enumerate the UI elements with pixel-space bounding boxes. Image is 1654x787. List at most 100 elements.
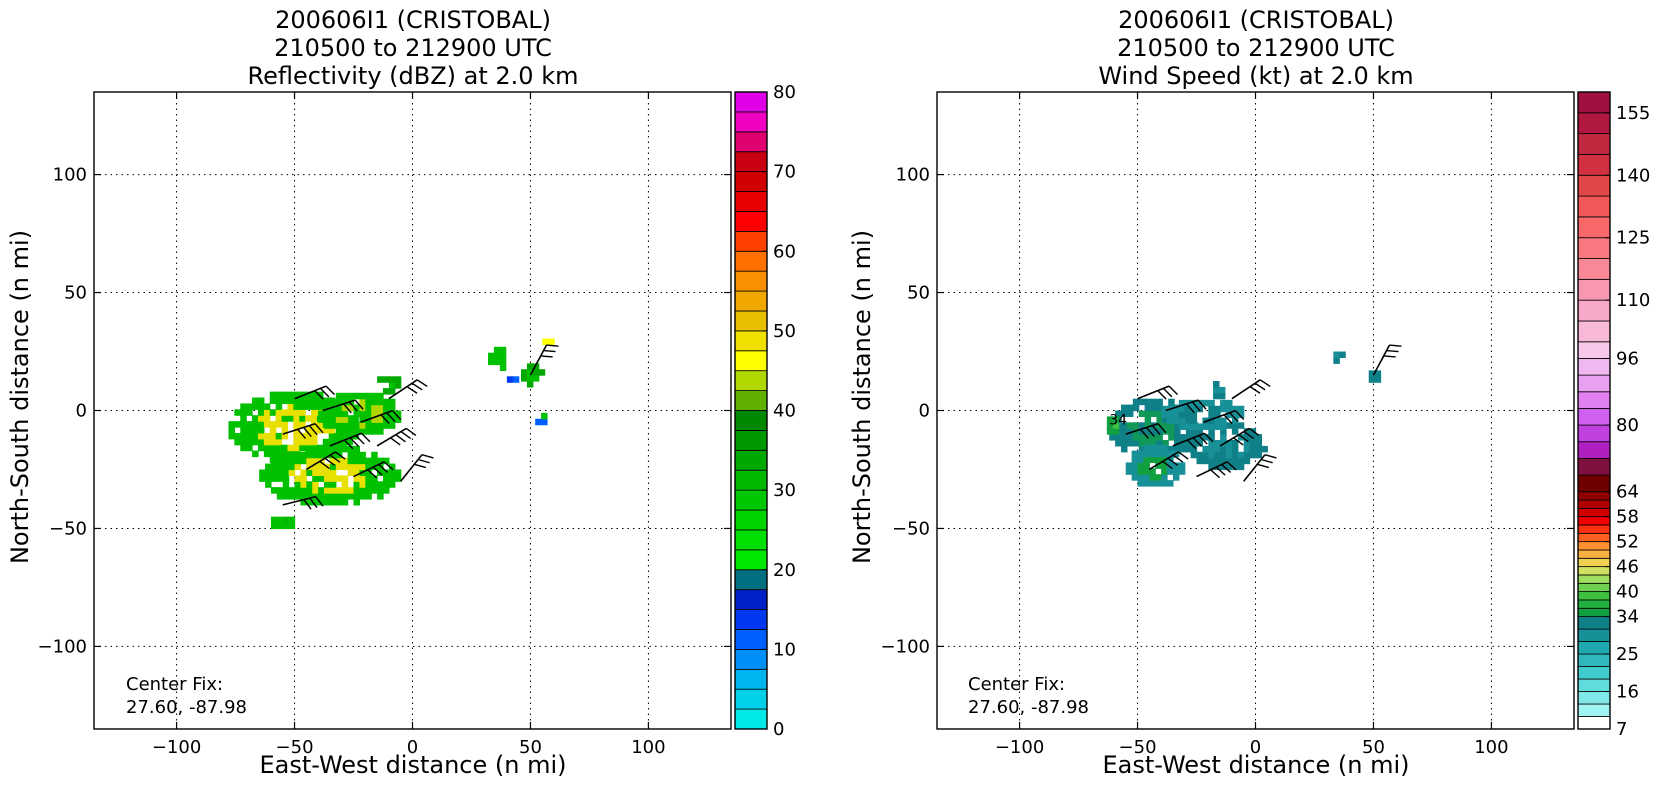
echo-cell [394, 475, 402, 482]
colorbar-segment [1577, 574, 1611, 584]
echo-cell [1143, 462, 1150, 469]
echo-cell [1226, 463, 1233, 471]
echo-cell [324, 487, 331, 494]
echo-cell [269, 438, 277, 446]
echo-cell [234, 421, 241, 428]
echo-cell [288, 493, 296, 500]
echo-cell [1237, 434, 1245, 441]
echo-cell [1132, 422, 1140, 429]
echo-cell [1161, 450, 1168, 458]
echo-cell [1237, 463, 1245, 471]
echo-cell [377, 398, 384, 406]
echo-cell [324, 416, 331, 423]
echo-cell [305, 427, 312, 434]
echo-cell [246, 427, 253, 434]
echo-cell [340, 438, 348, 446]
colorbar-segment [734, 191, 768, 212]
colorbar-segment [1577, 616, 1611, 630]
echo-cell [1149, 480, 1156, 487]
echo-cell [312, 451, 319, 459]
echo-cell [526, 363, 534, 370]
contour-label: 34 [1109, 413, 1127, 429]
echo-cell [1226, 445, 1233, 453]
echo-cell [1231, 463, 1239, 471]
echo-cell [359, 410, 366, 417]
colorbar-segment [734, 708, 768, 730]
echo-cell [1178, 462, 1186, 469]
echo-cell [246, 438, 253, 446]
echo-cell [1196, 405, 1204, 413]
wind-barb [305, 451, 346, 471]
colorbar-tick-label: 60 [773, 241, 796, 262]
echo-cell [257, 397, 265, 405]
echo-cell [1115, 410, 1122, 417]
echo-cell [1185, 416, 1193, 423]
colorbar-segment [1577, 391, 1611, 409]
colorbar-tick-label: 155 [1616, 103, 1650, 124]
echo-cell [1149, 474, 1156, 481]
echo-cell [265, 481, 272, 488]
echo-cell [341, 493, 349, 500]
colorbar: 0 10 20 30 40 50 60 70 80 [734, 82, 796, 740]
echo-cell [1255, 451, 1262, 459]
echo-cell [1226, 457, 1233, 465]
echo-cell [383, 487, 390, 494]
colorbar-tick-label: 96 [1616, 348, 1639, 369]
echo-cell [1208, 457, 1215, 465]
wind-barb [529, 344, 559, 376]
echo-cell [1208, 417, 1215, 425]
echo-cell [1162, 439, 1169, 447]
echo-cell [347, 463, 355, 471]
echo-cell [388, 475, 396, 482]
colorbar-segment [1577, 216, 1611, 239]
echo-cell [246, 421, 253, 428]
echo-cell [1156, 410, 1163, 417]
echo-cell [347, 457, 355, 465]
echo-cell [263, 432, 271, 440]
echo-cell [371, 416, 378, 423]
echo-cell [240, 415, 247, 422]
colorbar-segment [1577, 174, 1611, 197]
echo-cell [1249, 445, 1257, 453]
echo-cell [347, 404, 355, 412]
echo-cell [293, 415, 300, 422]
echo-cell [1168, 422, 1175, 429]
echo-cell [257, 403, 265, 410]
echo-cell [353, 469, 361, 476]
echo-cell [1137, 468, 1145, 475]
echo-cell [324, 481, 331, 488]
echo-cell [293, 438, 300, 446]
echo-cell [377, 416, 384, 423]
colorbar-segment [734, 350, 768, 372]
colorbar-segment [1577, 237, 1611, 259]
echo-cell [270, 487, 278, 494]
echo-cell [1249, 451, 1257, 459]
echo-cell [341, 404, 349, 412]
echo-cell [1202, 451, 1209, 459]
echo-cell [1131, 462, 1139, 469]
echo-cell [383, 404, 390, 412]
echo-cell [1167, 480, 1174, 487]
echo-cell [306, 498, 313, 506]
echo-cell [276, 475, 284, 482]
colorbar-segment [1577, 703, 1611, 717]
x-tick-label: −50 [276, 737, 314, 758]
echo-cell [383, 376, 390, 383]
colorbar-tick-label: 80 [1616, 415, 1639, 436]
echo-cell [311, 427, 318, 434]
echo-cell [240, 421, 247, 428]
echo-cell [1155, 456, 1162, 464]
echo-cell [388, 481, 396, 488]
echo-cell [305, 403, 312, 410]
echo-cell [305, 397, 312, 405]
x-tick-label: −50 [1119, 737, 1157, 758]
colorbar-segment [1577, 424, 1611, 443]
echo-cell [335, 428, 343, 435]
echo-cell [312, 445, 319, 453]
colorbar-segment [1577, 320, 1611, 343]
echo-cell [383, 457, 390, 465]
echo-cell [532, 363, 540, 370]
echo-cell [312, 457, 319, 465]
echo-cell [1109, 434, 1116, 441]
echo-cell [1226, 411, 1233, 419]
